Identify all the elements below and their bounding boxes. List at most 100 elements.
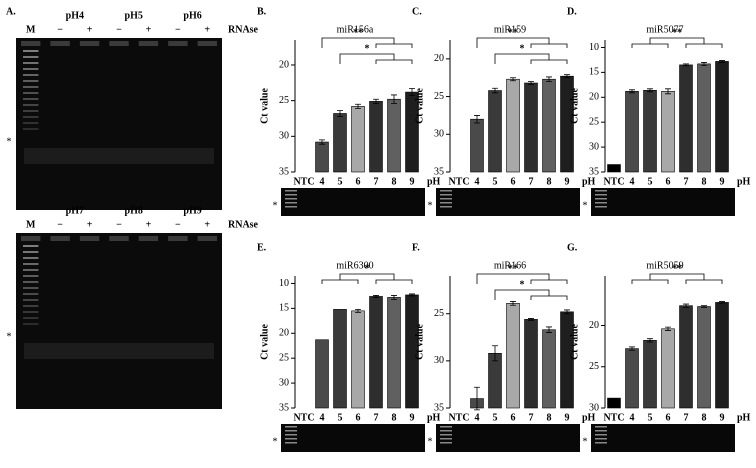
y-tick-label: 20 [589,92,599,103]
x-tick-label: 8 [547,412,552,423]
x-axis-title: pH [737,176,751,187]
ladder-band [595,438,607,440]
ladder-band [285,206,297,208]
ladder-band [285,438,297,440]
band-star: * [583,200,588,211]
lane-sign: + [146,24,152,35]
bar [542,78,556,173]
chart-title: miR159 [494,24,526,35]
panel-label: C. [412,6,422,17]
y-tick-label: 25 [434,308,444,319]
y-tick-label: 30 [589,141,599,152]
band-star: * [428,436,433,447]
panel-label: E. [257,242,267,253]
gel-strip [591,188,735,216]
bar [506,303,520,409]
bar [369,101,383,173]
y-tick-label: 10 [279,278,289,289]
ladder-band [23,275,39,277]
x-axis-title: pH [737,412,751,423]
ladder-band [595,430,607,432]
bar [643,340,657,409]
gel-well [168,41,188,46]
error-bar [337,110,343,117]
y-axis-title: Ct value [414,324,425,360]
y-tick-label: 30 [434,129,444,140]
x-tick-label: 4 [475,412,480,423]
ladder-band [285,198,297,200]
band-star: * [7,136,12,147]
significance-bracket [631,37,723,48]
error-bar [647,338,653,343]
ladder-band [23,80,39,82]
lane-label: pH9 [183,205,201,216]
band-star: * [7,331,12,342]
lane-sign: − [116,219,122,230]
x-tick-label: 5 [648,412,653,423]
y-tick-label: 30 [589,402,599,413]
ladder-band [440,434,452,436]
x-tick-label: NTC [603,176,624,187]
gel [16,233,222,409]
ladder-band [285,434,297,436]
bar [607,397,621,409]
x-tick-label: 8 [702,412,707,423]
bar [643,90,657,173]
ladder-band [23,128,39,130]
error-bar [391,295,397,300]
error-bar [546,326,552,333]
gel-glow [24,148,214,164]
x-tick-label: 5 [338,176,343,187]
bar [625,91,639,173]
bar [542,329,556,409]
gel-well [138,41,159,46]
error-bar [510,301,516,306]
ladder-label: M [26,24,36,35]
error-bar [719,60,725,63]
ladder-band [23,50,39,52]
x-tick-label: 8 [392,412,397,423]
error-bar [665,88,671,95]
significance-bracket [494,53,568,64]
lane-sign: + [204,219,210,230]
panel-label: A. [6,6,16,17]
ladder-band [23,287,39,289]
x-tick-label: 6 [511,176,516,187]
error-bar [564,74,570,79]
x-axis-title: pH [427,176,441,187]
gel-strip [436,424,580,452]
bar [715,61,729,173]
lane-sign: − [116,24,122,35]
panel-label: F. [412,242,420,253]
ladder-band [23,110,39,112]
gel-strip [281,424,425,452]
gel-well [79,236,100,241]
significance-bracket [339,53,413,64]
x-tick-label: 5 [493,412,498,423]
y-tick-label: 30 [279,131,289,142]
enzyme-label: RNAse [228,24,259,35]
ladder-band [440,202,452,204]
error-bar [683,63,689,67]
bar [488,353,502,409]
bar [715,302,729,409]
lane-sign: − [57,24,63,35]
bar [315,141,329,173]
ladder-band [285,202,297,204]
x-tick-label: NTC [603,412,624,423]
y-tick-label: 20 [279,59,289,70]
chart-title: miR5077 [646,24,683,35]
significance-label: * [520,279,525,290]
y-axis-title: Ct value [569,88,580,124]
ladder-band [23,317,39,319]
chart-title: miR166 [494,260,526,271]
x-tick-label: 7 [684,176,689,187]
ladder-label: M [26,219,36,230]
x-tick-label: 9 [410,412,415,423]
ladder-band [23,269,39,271]
lane-label: pH4 [66,10,84,21]
ladder-band [23,305,39,307]
error-bar [629,89,635,94]
